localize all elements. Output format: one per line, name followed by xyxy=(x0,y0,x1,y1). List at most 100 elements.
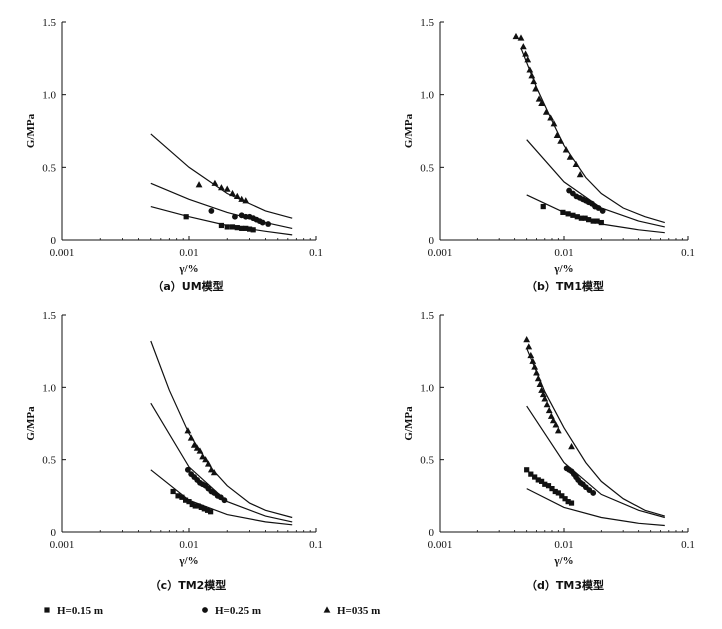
x-tick-label: 0.01 xyxy=(554,539,573,551)
square-marker xyxy=(559,493,565,499)
triangle-marker xyxy=(550,120,558,127)
x-tick-label: 0.001 xyxy=(50,247,75,259)
chart-caption: （d）TM3模型 xyxy=(526,578,604,592)
x-tick-label: 0.001 xyxy=(428,539,453,551)
triangle-marker xyxy=(566,153,574,160)
square-marker xyxy=(234,225,240,231)
legend: H=0.15 m H=0.25 m H=035 m xyxy=(44,605,380,617)
circle-marker xyxy=(590,490,597,496)
square-marker xyxy=(540,203,546,210)
triangle-marker xyxy=(568,443,575,450)
triangle-marker xyxy=(549,417,557,424)
square-marker xyxy=(542,481,548,487)
y-tick-label: 1.5 xyxy=(420,17,434,29)
square-marker xyxy=(192,503,198,509)
triangle-marker xyxy=(229,189,236,197)
triangle-marker xyxy=(195,181,203,188)
triangle-marker xyxy=(187,434,195,441)
triangle-marker xyxy=(528,72,536,79)
square-marker xyxy=(549,486,555,492)
triangle-marker xyxy=(547,412,555,419)
square-marker xyxy=(243,225,249,231)
triangle-marker xyxy=(211,179,219,186)
fit-curve xyxy=(150,469,293,526)
square-marker xyxy=(570,212,576,218)
x-tick-label: 0.001 xyxy=(428,247,453,259)
triangle-marker xyxy=(524,56,532,63)
square-marker xyxy=(590,218,596,224)
triangle-marker xyxy=(190,441,198,448)
x-tick-label: 0.1 xyxy=(681,247,695,259)
chart-caption: （a）UM模型 xyxy=(152,279,223,293)
y-tick-label: 0.5 xyxy=(420,162,434,174)
fit-curve xyxy=(526,488,665,527)
circle-marker xyxy=(184,466,191,473)
triangle-marker xyxy=(202,456,209,463)
square-marker xyxy=(535,477,541,483)
x-axis-label: γ/% xyxy=(553,555,573,567)
chart-panel-b: 0 0.5 1.0 1.5 0.001 0.01 0.1 G/MPa γ/% （b）TM1模型 xyxy=(403,17,695,293)
chart-caption: （c）TM2模型 xyxy=(150,578,227,592)
legend-label-1: H=0.25 m xyxy=(215,605,261,617)
y-axis-label: G/MPa xyxy=(25,406,37,441)
triangle-marker xyxy=(527,351,535,359)
x-tick-label: 0.1 xyxy=(309,247,323,259)
y-axis-label: G/MPa xyxy=(25,113,37,148)
y-tick-label: 0 xyxy=(429,235,435,247)
square-marker xyxy=(586,217,592,223)
fit-curve xyxy=(526,194,665,234)
triangle-marker xyxy=(512,32,520,40)
y-tick-label: 0 xyxy=(429,527,435,539)
square-marker xyxy=(555,490,561,496)
square-marker xyxy=(239,225,245,231)
y-tick-label: 0 xyxy=(51,527,57,539)
legend-label-2: H=035 m xyxy=(337,605,380,617)
square-marker xyxy=(179,494,185,500)
triangle-marker xyxy=(207,466,215,473)
fit-curve xyxy=(150,133,293,219)
x-tick-label: 0.01 xyxy=(179,247,198,259)
square-marker xyxy=(208,509,214,515)
triangle-marker xyxy=(199,453,207,460)
fit-curve xyxy=(150,340,293,519)
square-marker xyxy=(218,222,225,229)
triangle-marker xyxy=(547,114,555,121)
square-marker xyxy=(189,501,195,508)
x-tick-label: 0.001 xyxy=(50,539,75,551)
square-marker xyxy=(562,496,568,502)
legend-marker-triangle-marker xyxy=(323,606,331,613)
y-tick-label: 0 xyxy=(51,235,57,247)
square-marker xyxy=(204,507,211,513)
triangle-marker xyxy=(530,77,538,85)
y-tick-label: 0.5 xyxy=(420,455,434,467)
square-marker xyxy=(594,218,600,224)
triangle-marker xyxy=(184,427,192,434)
triangle-marker xyxy=(210,469,218,476)
x-tick-label: 0.1 xyxy=(309,539,323,551)
square-marker xyxy=(582,215,588,221)
square-marker xyxy=(545,483,552,489)
x-axis-label: γ/% xyxy=(553,263,573,275)
square-marker xyxy=(224,224,230,230)
triangle-marker xyxy=(536,380,544,388)
square-marker xyxy=(170,488,176,495)
square-marker xyxy=(552,488,558,495)
triangle-marker xyxy=(519,43,527,50)
triangle-marker xyxy=(538,99,546,106)
triangle-marker xyxy=(572,160,580,168)
fit-curve xyxy=(150,182,293,229)
chart-panel-d: 0 0.5 1.0 1.5 0.001 0.01 0.1 G/MPa γ/% （d）TM3模型 xyxy=(403,310,695,592)
y-tick-label: 1.0 xyxy=(42,382,56,394)
triangle-marker xyxy=(532,85,539,92)
triangle-marker xyxy=(238,195,246,202)
square-marker xyxy=(539,478,545,484)
square-marker xyxy=(524,467,530,473)
chart-panel-a: 0 0.5 1.0 1.5 0.001 0.01 0.1 G/MPa γ/% （a）UM模型 xyxy=(25,17,323,293)
triangle-marker xyxy=(529,357,537,364)
square-marker xyxy=(198,504,204,511)
y-tick-label: 1.5 xyxy=(42,310,56,322)
triangle-marker xyxy=(576,171,584,178)
chart-panel-c: 0 0.5 1.0 1.5 0.001 0.01 0.1 G/MPa γ/% （c）TM2模型 xyxy=(25,310,323,592)
y-tick-label: 1.0 xyxy=(42,90,56,102)
triangle-marker xyxy=(541,395,549,402)
